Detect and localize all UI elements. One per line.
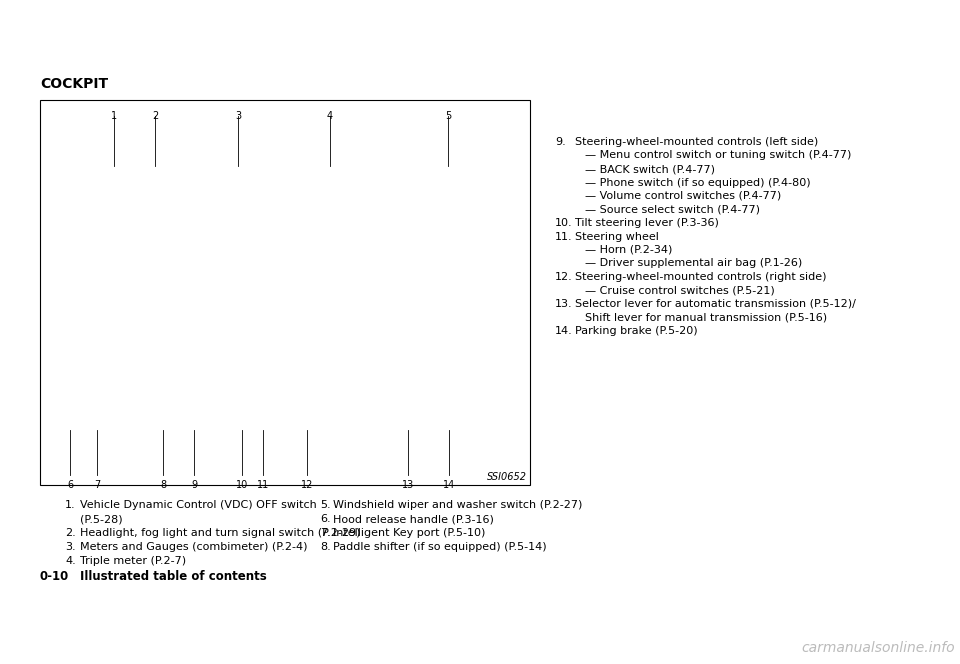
Text: 13: 13	[402, 480, 414, 490]
Text: — Volume control switches (P.4-77): — Volume control switches (P.4-77)	[585, 191, 781, 201]
Text: 7.: 7.	[320, 528, 331, 538]
Text: 1.: 1.	[65, 500, 76, 510]
Text: — BACK switch (P.4-77): — BACK switch (P.4-77)	[585, 164, 715, 174]
Text: — Source select switch (P.4-77): — Source select switch (P.4-77)	[585, 205, 760, 214]
Text: Hood release handle (P.3-16): Hood release handle (P.3-16)	[333, 514, 493, 524]
Text: Headlight, fog light and turn signal switch (P.2-29): Headlight, fog light and turn signal swi…	[80, 528, 361, 538]
Text: 6.: 6.	[320, 514, 330, 524]
Text: 1: 1	[111, 111, 117, 121]
Text: 9: 9	[191, 480, 197, 490]
Text: — Horn (P.2-34): — Horn (P.2-34)	[585, 245, 672, 255]
Text: 14: 14	[443, 480, 455, 490]
Text: Selector lever for automatic transmission (P.5-12)/: Selector lever for automatic transmissio…	[575, 299, 856, 309]
Text: 8.: 8.	[320, 542, 331, 552]
Text: Meters and Gauges (combimeter) (P.2-4): Meters and Gauges (combimeter) (P.2-4)	[80, 542, 307, 552]
Text: 3.: 3.	[65, 542, 76, 552]
Text: 2.: 2.	[65, 528, 76, 538]
Bar	[40, 100, 530, 485]
Text: 9.: 9.	[555, 137, 565, 147]
Text: Steering-wheel-mounted controls (right side): Steering-wheel-mounted controls (right s…	[575, 272, 827, 282]
Text: 6: 6	[67, 480, 73, 490]
Text: Steering-wheel-mounted controls (left side): Steering-wheel-mounted controls (left si…	[575, 137, 818, 147]
Text: 11.: 11.	[555, 232, 572, 242]
Text: 8: 8	[160, 480, 166, 490]
Text: Illustrated table of contents: Illustrated table of contents	[80, 570, 267, 583]
Text: 14.: 14.	[555, 326, 573, 336]
Text: 0-10: 0-10	[40, 570, 69, 583]
Text: — Menu control switch or tuning switch (P.4-77): — Menu control switch or tuning switch (…	[585, 151, 852, 161]
Text: — Cruise control switches (P.5-21): — Cruise control switches (P.5-21)	[585, 286, 775, 295]
Text: — Phone switch (if so equipped) (P.4-80): — Phone switch (if so equipped) (P.4-80)	[585, 177, 810, 187]
Text: 10: 10	[236, 480, 248, 490]
Text: 3: 3	[235, 111, 241, 121]
Text: 4.: 4.	[65, 556, 76, 566]
Text: 11: 11	[257, 480, 269, 490]
Text: 13.: 13.	[555, 299, 572, 309]
Text: Parking brake (P.5-20): Parking brake (P.5-20)	[575, 326, 698, 336]
Text: 5.: 5.	[320, 500, 330, 510]
Text: Paddle shifter (if so equipped) (P.5-14): Paddle shifter (if so equipped) (P.5-14)	[333, 542, 546, 552]
Text: 2: 2	[152, 111, 158, 121]
Text: carmanualsonline.info: carmanualsonline.info	[802, 641, 955, 655]
Text: COCKPIT: COCKPIT	[40, 77, 108, 91]
Text: 12: 12	[300, 480, 313, 490]
Text: 5: 5	[444, 111, 451, 121]
Text: 12.: 12.	[555, 272, 573, 282]
Text: Intelligent Key port (P.5-10): Intelligent Key port (P.5-10)	[333, 528, 486, 538]
Text: Triple meter (P.2-7): Triple meter (P.2-7)	[80, 556, 186, 566]
Text: Windshield wiper and washer switch (P.2-27): Windshield wiper and washer switch (P.2-…	[333, 500, 583, 510]
Text: 4: 4	[327, 111, 333, 121]
Text: SSI0652: SSI0652	[487, 472, 527, 482]
Text: (P.5-28): (P.5-28)	[80, 514, 123, 524]
Text: 10.: 10.	[555, 218, 572, 228]
Text: Shift lever for manual transmission (P.5-16): Shift lever for manual transmission (P.5…	[585, 313, 828, 323]
Text: Vehicle Dynamic Control (VDC) OFF switch: Vehicle Dynamic Control (VDC) OFF switch	[80, 500, 317, 510]
Text: — Driver supplemental air bag (P.1-26): — Driver supplemental air bag (P.1-26)	[585, 258, 803, 268]
Text: Steering wheel: Steering wheel	[575, 232, 659, 242]
Text: 7: 7	[94, 480, 100, 490]
Text: Tilt steering lever (P.3-36): Tilt steering lever (P.3-36)	[575, 218, 719, 228]
